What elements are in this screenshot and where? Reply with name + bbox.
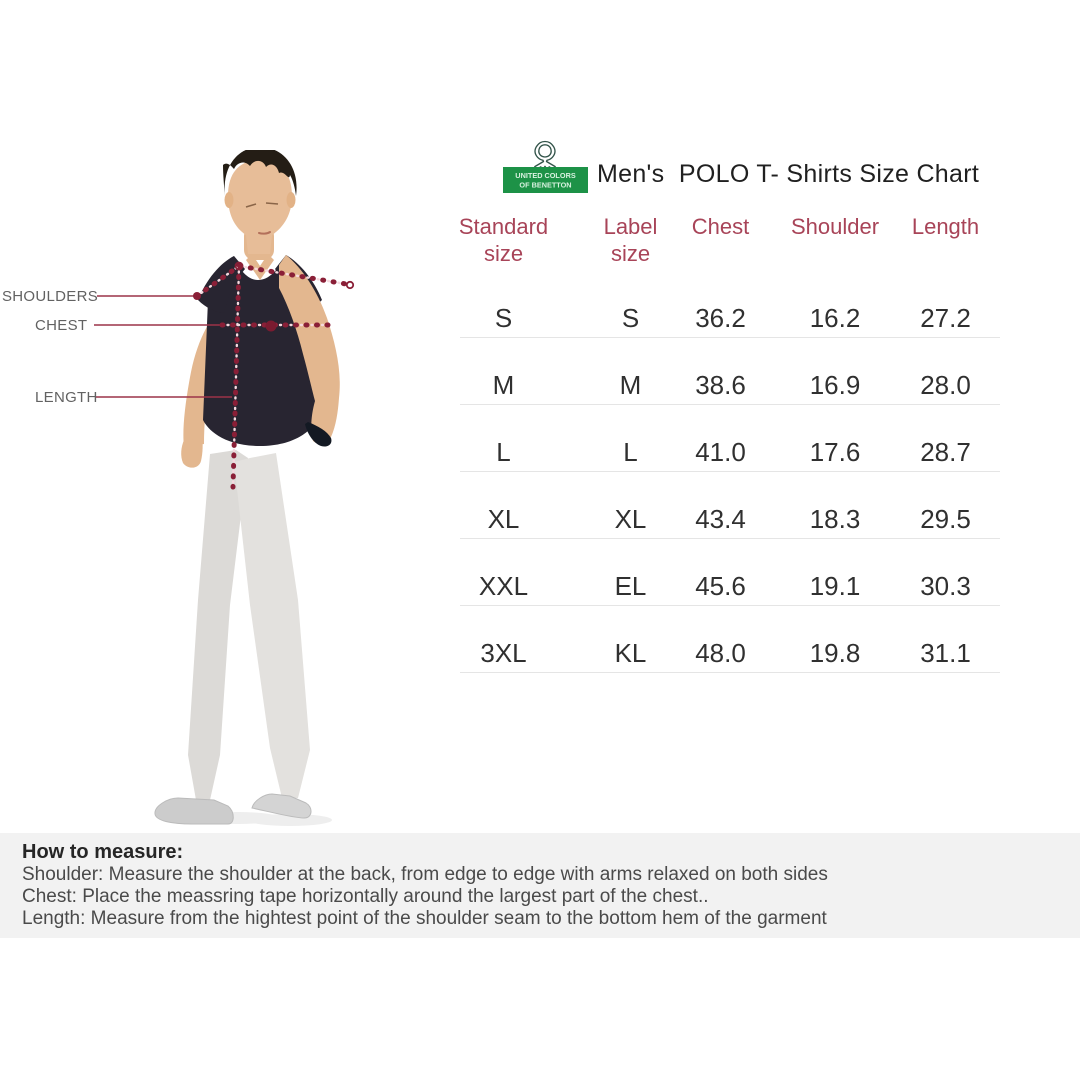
- svg-text:UNITED COLORS: UNITED COLORS: [515, 171, 576, 180]
- svg-text:LENGTH: LENGTH: [35, 389, 98, 406]
- svg-text:CHEST: CHEST: [35, 317, 87, 334]
- svg-text:SHOULDERS: SHOULDERS: [2, 288, 98, 305]
- svg-text:OF BENETTON: OF BENETTON: [519, 181, 571, 190]
